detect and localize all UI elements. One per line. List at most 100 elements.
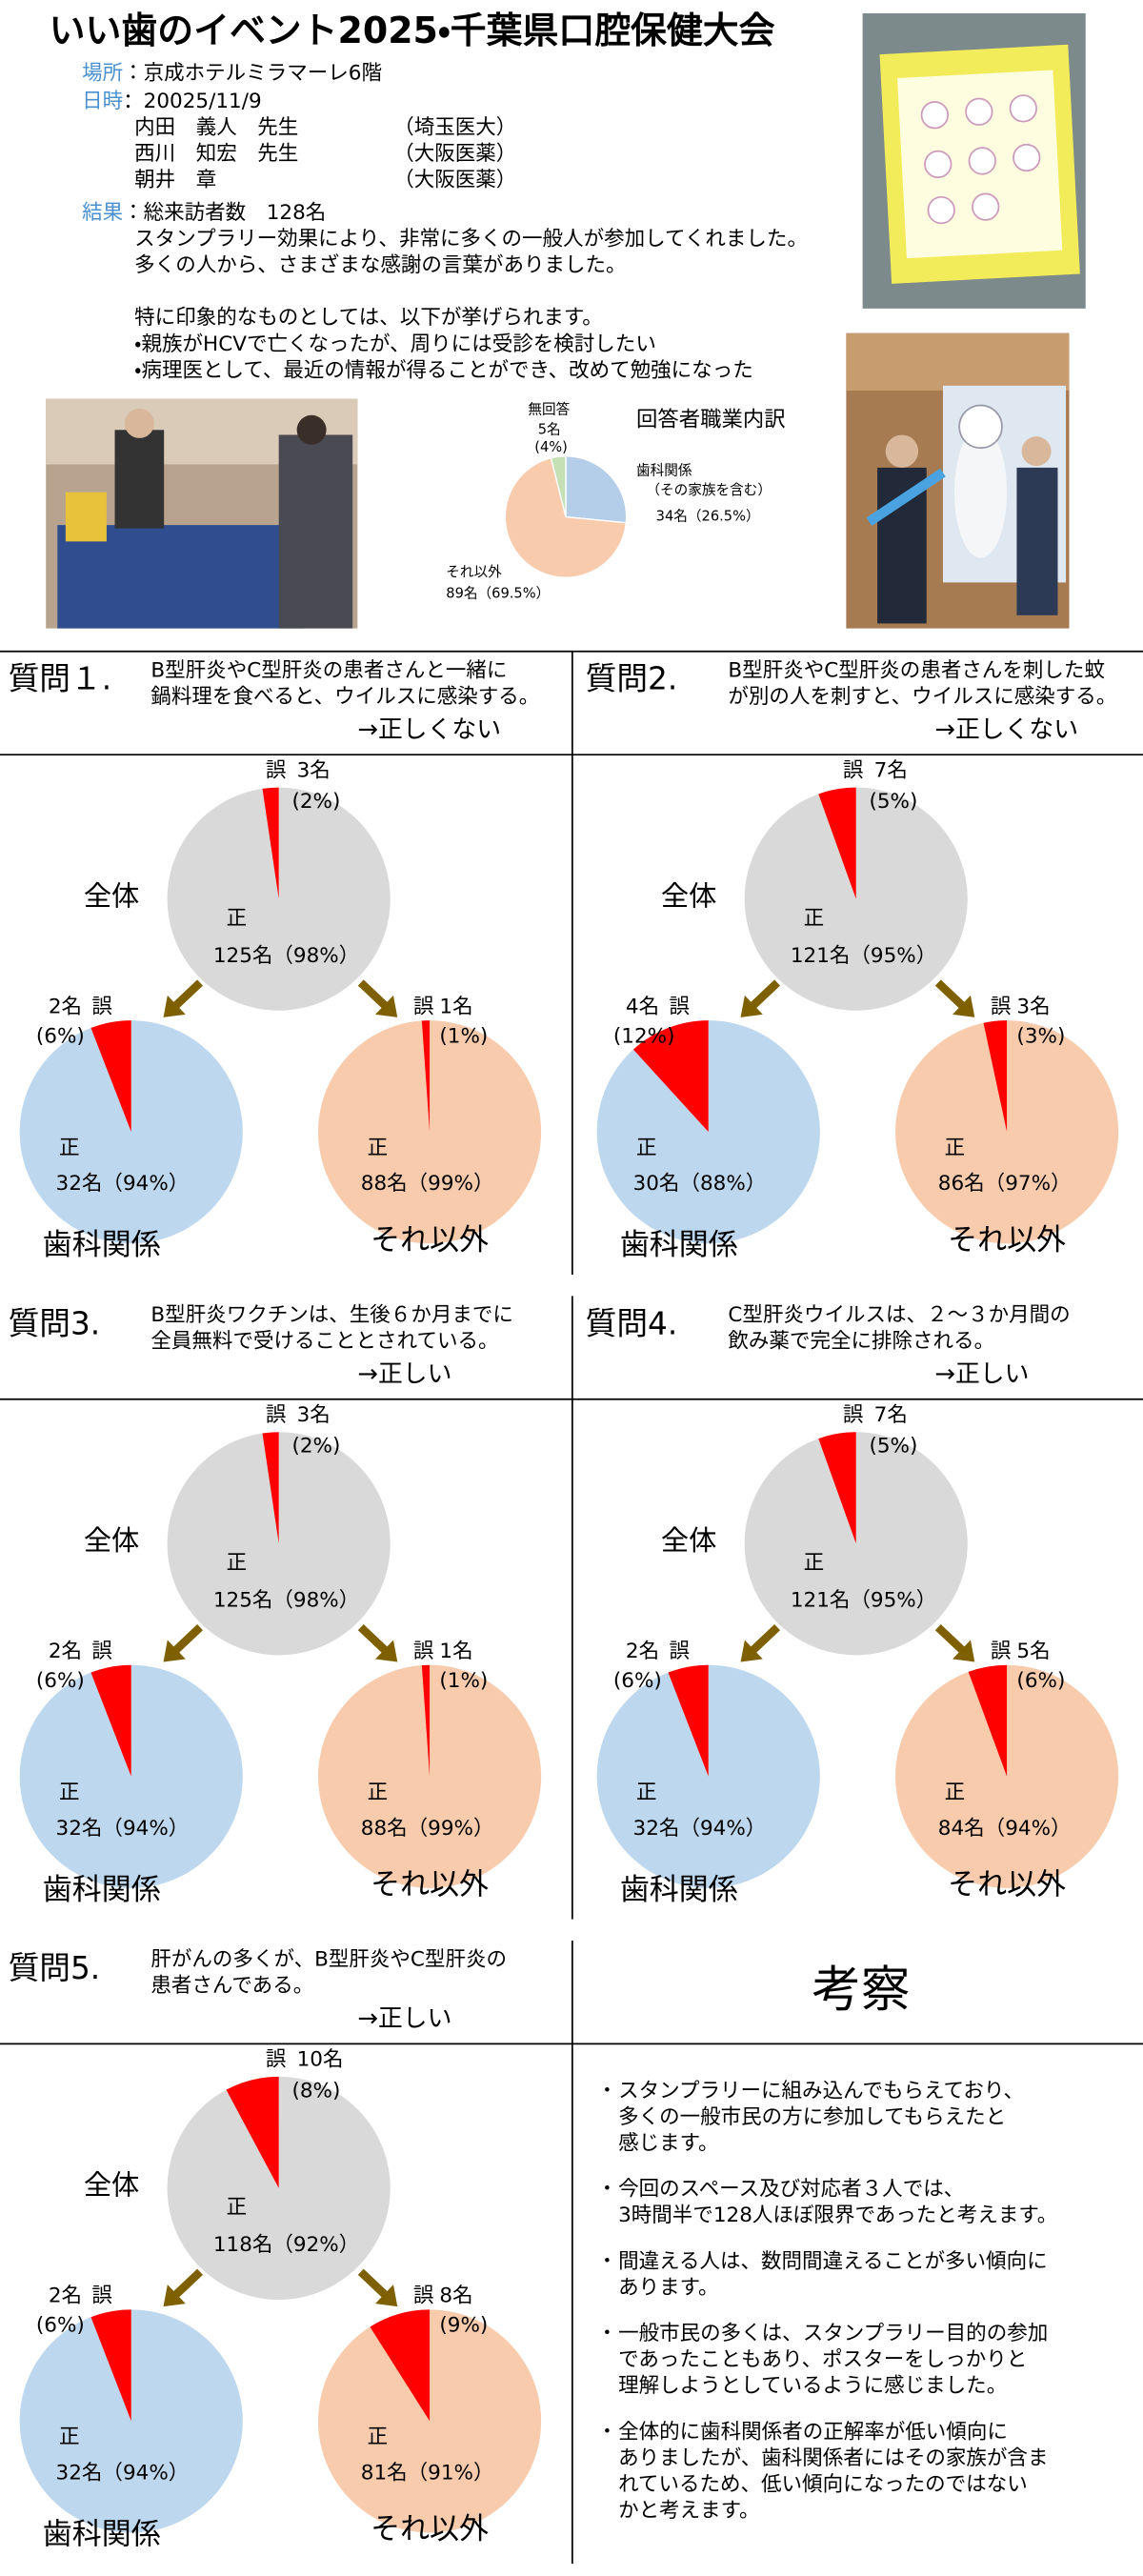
wrong-count: 1名	[439, 1640, 472, 1663]
wrong-mark: 誤	[413, 2284, 434, 2308]
wrong-wedge	[262, 1432, 279, 1544]
wrong-count: 7名	[874, 758, 908, 782]
correct-wedge	[318, 1020, 542, 1244]
discussion-line: れているため、低い傾向になったのではない	[618, 2473, 1028, 2497]
group-name: 全体	[84, 879, 139, 912]
group-name: それ以外	[371, 2512, 489, 2546]
wrong-count: 4名	[626, 995, 659, 1018]
question-text: B型肝炎ワクチンは、生後６か月までに	[150, 1303, 513, 1327]
discussion-line: 3時間半で128人ほぼ限界であったと考えます。	[618, 2204, 1057, 2227]
correct-mark: 正	[59, 2425, 80, 2449]
answer: →正しくない	[934, 715, 1078, 744]
correct-mark: 正	[368, 1781, 389, 1804]
correct-count: 81名（91%）	[361, 2461, 494, 2485]
speaker-name: 内田 義人 先生	[134, 116, 298, 140]
respondent-label: （その家族を含む）	[646, 482, 772, 498]
wrong-mark: 誤	[266, 758, 287, 782]
wrong-mark: 誤	[266, 2048, 287, 2072]
arrow-head	[740, 995, 763, 1017]
correct-count: 125名（98%）	[213, 944, 359, 968]
wrong-mark: 誤	[91, 1640, 112, 1663]
correct-mark: 正	[945, 1781, 966, 1804]
group-name: それ以外	[948, 1223, 1066, 1258]
correct-mark: 正	[227, 1551, 248, 1575]
group-name: 歯科関係	[43, 1873, 161, 1907]
wrong-pct: (2%)	[291, 790, 340, 814]
question-label: 質問１.	[9, 661, 112, 697]
comment: 多くの人から、さまざまな感謝の言葉がありました。	[134, 252, 626, 277]
comment: スタンプラリー効果により、非常に多くの一般人が参加してくれました。	[134, 228, 808, 252]
discussion-title: 考察	[812, 1962, 910, 2019]
respondent-label: (4%)	[534, 439, 568, 455]
correct-count: 118名（92%）	[213, 2233, 359, 2257]
wrong-mark: 誤	[991, 995, 1012, 1018]
arrow-head	[952, 1640, 975, 1662]
discussion-line: 一般市民の多くは、スタンプラリー目的の参加	[618, 2322, 1048, 2345]
speaker-name: 朝井 章	[134, 169, 216, 192]
discussion-line: スタンプラリーに組み込んでもらえており、	[618, 2079, 1024, 2103]
group-name: 歯科関係	[43, 1228, 161, 1262]
correct-count: 125名（98%）	[213, 1589, 359, 1613]
wrong-wedge	[90, 1664, 131, 1777]
bullet: ・	[597, 2322, 618, 2345]
wrong-mark: 誤	[91, 2284, 112, 2308]
place: ：京成ホテルミラマーレ6階	[123, 62, 382, 86]
wrong-wedge	[421, 1020, 431, 1133]
wrong-wedge	[90, 1020, 131, 1133]
correct-count: 121名（95%）	[791, 944, 936, 968]
correct-count: 88名（99%）	[361, 1172, 494, 1196]
correct-wedge	[167, 2076, 391, 2300]
correct-count: 30名（88%）	[633, 1172, 767, 1196]
correct-mark: 正	[59, 1136, 80, 1159]
group-name: 全体	[84, 1524, 139, 1557]
highlight: ・親族がHCVで亡くなったが、周りには受診を検討したい	[134, 332, 656, 356]
correct-mark: 正	[59, 1781, 80, 1804]
wrong-wedge	[632, 1020, 709, 1133]
wrong-count: 1名	[439, 995, 472, 1018]
group-name: それ以外	[371, 1223, 489, 1258]
respondent-label: 34名（26.5%）	[656, 509, 760, 525]
photo-booth	[46, 398, 358, 629]
question-text: 飲み薬で完全に排除される。	[728, 1330, 994, 1354]
correct-wedge	[596, 1664, 820, 1888]
arrow-head	[375, 1640, 398, 1662]
correct-wedge	[744, 1432, 968, 1656]
question-text: 鍋料理を食べると、ウイルスに感染する。	[150, 685, 539, 709]
correct-count: 32名（94%）	[56, 1172, 190, 1196]
answer: →正しい	[357, 1359, 451, 1388]
question-text: 患者さんである。	[150, 1974, 313, 1998]
date-label: 日時	[82, 90, 123, 113]
group-name: 全体	[661, 1524, 717, 1557]
question-label: 質問2.	[586, 661, 678, 697]
discussion-line: あります。	[618, 2276, 718, 2300]
question-text: 全員無料で受けることとされている。	[150, 1330, 498, 1354]
wrong-mark: 誤	[413, 1640, 434, 1663]
wrong-count: 10名	[297, 2048, 344, 2072]
discussion-line: 多くの一般市民の方に参加してもらえたと	[618, 2105, 1006, 2129]
respondent-label: 5名	[538, 421, 561, 437]
speaker-name: 西川 知宏 先生	[134, 142, 298, 166]
arrow-head	[952, 995, 975, 1017]
correct-mark: 正	[636, 1781, 657, 1804]
wrong-mark: 誤	[413, 995, 434, 1018]
respondent-label: それ以外	[446, 564, 502, 580]
question-text: が別の人を刺すと、ウイルスに感染する。	[728, 685, 1116, 709]
respondent-wedge	[504, 456, 628, 578]
wrong-count: 2名	[49, 2284, 82, 2308]
wrong-mark: 誤	[266, 1403, 287, 1427]
correct-wedge	[167, 1432, 391, 1656]
speaker-affiliation: （大阪医薬）	[393, 169, 516, 192]
correct-count: 88名（99%）	[361, 1817, 494, 1841]
correct-mark: 正	[804, 1551, 825, 1575]
place-label: 場所	[82, 62, 123, 86]
correct-wedge	[895, 1020, 1119, 1244]
arrow-head	[375, 995, 398, 1017]
wrong-count: 3名	[297, 1403, 331, 1427]
discussion-line: かと考えます。	[618, 2499, 759, 2523]
wrong-mark: 誤	[669, 1640, 690, 1663]
question-text: B型肝炎やC型肝炎の患者さんと一緒に	[150, 658, 507, 682]
group-name: 全体	[661, 879, 717, 912]
wrong-pct: (1%)	[439, 1669, 488, 1693]
arrow-head	[163, 2284, 186, 2307]
